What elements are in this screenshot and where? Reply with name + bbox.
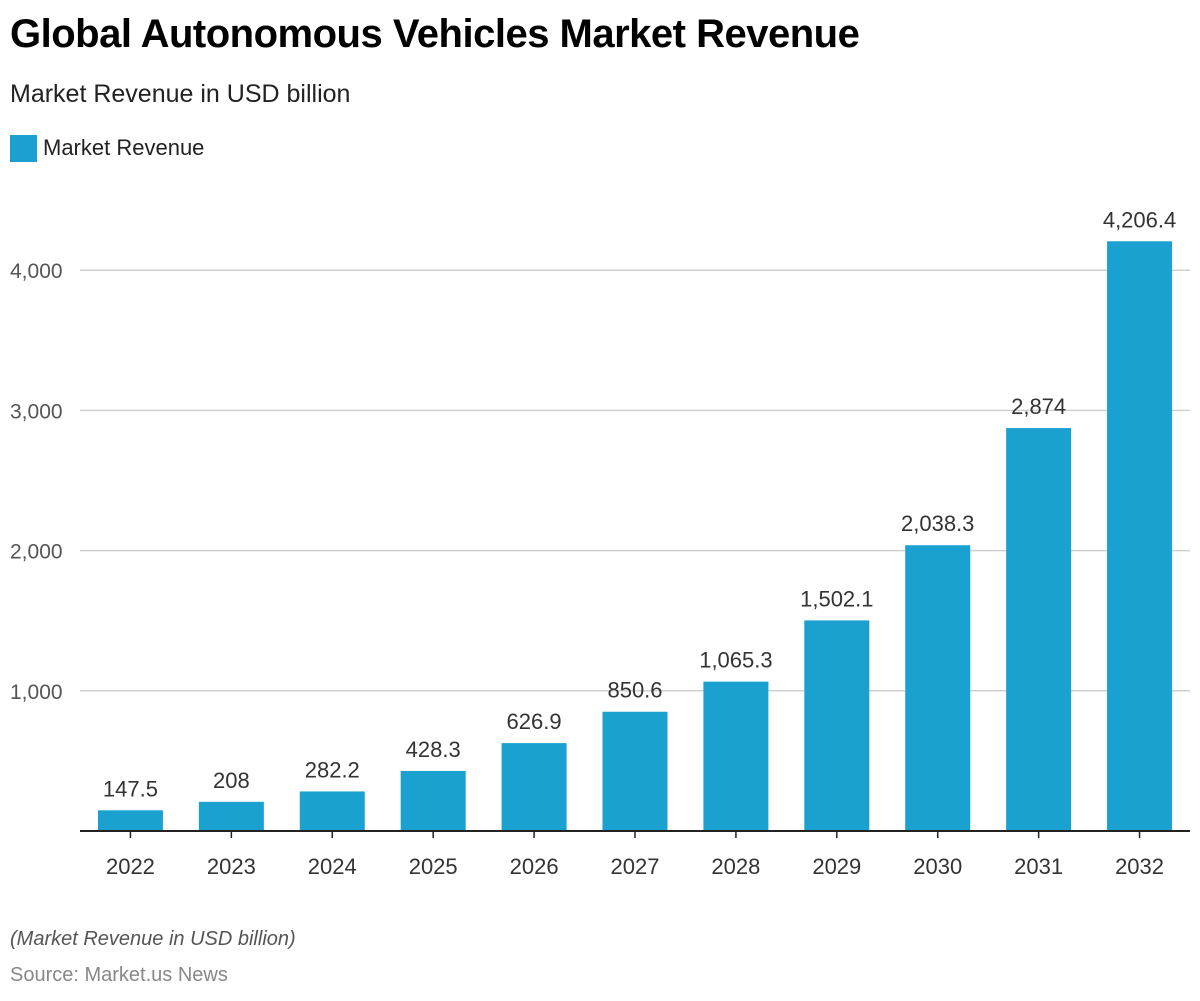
data-label: 282.2 [305,757,360,782]
y-axis-ticks: 1,000 2,000 3,000 4,000 [10,260,63,704]
x-tick-label: 2025 [409,854,458,879]
data-label: 850.6 [607,678,662,703]
data-label: 4,206.4 [1103,207,1176,232]
x-tick-label: 2024 [308,854,357,879]
x-tick-label: 2023 [207,854,256,879]
bar-2027 [602,711,668,831]
y-tick-label: 1,000 [10,681,63,704]
y-tick-label: 3,000 [10,400,63,423]
bar-2025 [400,770,466,831]
gridlines [80,269,1190,692]
data-label: 147.5 [103,776,158,801]
x-tick-label: 2022 [106,854,155,879]
bars [97,241,1173,832]
y-tick-label: 2,000 [10,541,63,564]
bar-2023 [198,801,264,831]
data-labels: 147.5 208 282.2 428.3 626.9 850.6 1,065.3 1,502… [103,207,1176,801]
x-tick-label: 2028 [711,854,760,879]
x-tick-label: 2032 [1115,854,1164,879]
axes [80,830,1190,838]
chart-title: Global Autonomous Vehicles Market Revenu… [10,12,860,56]
legend: Market Revenue [10,134,204,162]
x-tick-label: 2026 [510,854,559,879]
x-tick-label: 2031 [1014,854,1063,879]
chart-subtitle: Market Revenue in USD billion [10,80,351,108]
x-tick-label: 2029 [812,854,861,879]
bar-2028 [703,681,769,831]
bar-2031 [1006,428,1072,831]
data-label: 626.9 [507,709,562,734]
y-tick-label: 4,000 [10,260,63,283]
chart-footnote: (Market Revenue in USD billion) [10,928,296,950]
legend-swatch [10,134,37,162]
bar-2022 [97,810,163,831]
data-label: 2,038.3 [901,511,974,536]
chart-source: Source: Market.us News [10,964,228,986]
bar-2032 [1107,241,1173,832]
bar-2029 [804,620,870,831]
bar-2026 [501,743,567,831]
data-label: 2,874 [1011,394,1066,419]
x-tick-label: 2030 [913,854,962,879]
data-label: 1,502.1 [800,586,873,611]
x-tick-label: 2027 [611,854,660,879]
data-label: 428.3 [406,737,461,762]
bar-2030 [905,545,971,831]
legend-label: Market Revenue [43,135,205,160]
data-label: 208 [213,768,250,793]
data-label: 1,065.3 [699,648,772,673]
x-axis-ticks: 2022 2023 2024 2025 2026 2027 2028 2029 2030 2031… [106,854,1164,879]
bar-2024 [299,791,365,831]
